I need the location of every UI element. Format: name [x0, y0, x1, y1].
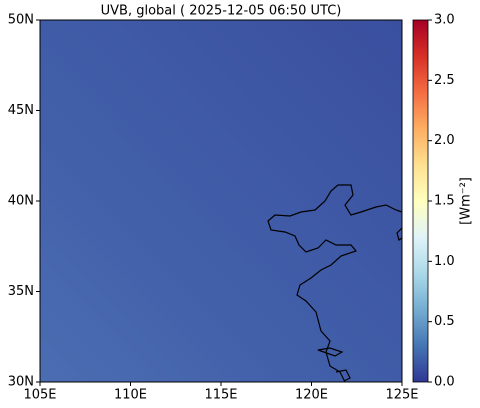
- colorbar-tick-label: 1.0: [434, 254, 455, 269]
- colorbar-tick-label: 1.5: [434, 194, 455, 209]
- colorbar-tick-label: 0.5: [434, 314, 455, 329]
- y-tick-label: 45N: [8, 103, 34, 118]
- coastline: [267, 184, 402, 382]
- y-tick-label: 50N: [8, 13, 34, 28]
- x-tick-label: 120E: [295, 388, 328, 403]
- x-tick-label: 110E: [114, 388, 147, 403]
- colorbar-tick-label: 0.0: [434, 375, 455, 390]
- y-tick-label: 30N: [8, 375, 34, 390]
- title: UVB, global ( 2025-12-05 06:50 UTC): [101, 4, 342, 19]
- uvb-field: [40, 20, 402, 382]
- x-tick-label: 115E: [204, 388, 237, 403]
- colorbar-tick-label: 2.0: [434, 133, 455, 148]
- colorbar-tick-label: 2.5: [434, 73, 455, 88]
- colorbar-label: [Wm⁻²]: [459, 177, 474, 225]
- colorbar: [412, 19, 429, 383]
- y-tick-label: 40N: [8, 194, 34, 209]
- y-tick-label: 35N: [8, 284, 34, 299]
- colorbar-tick-label: 3.0: [434, 13, 455, 28]
- x-tick-label: 105E: [23, 388, 56, 403]
- x-tick-label: 125E: [385, 388, 418, 403]
